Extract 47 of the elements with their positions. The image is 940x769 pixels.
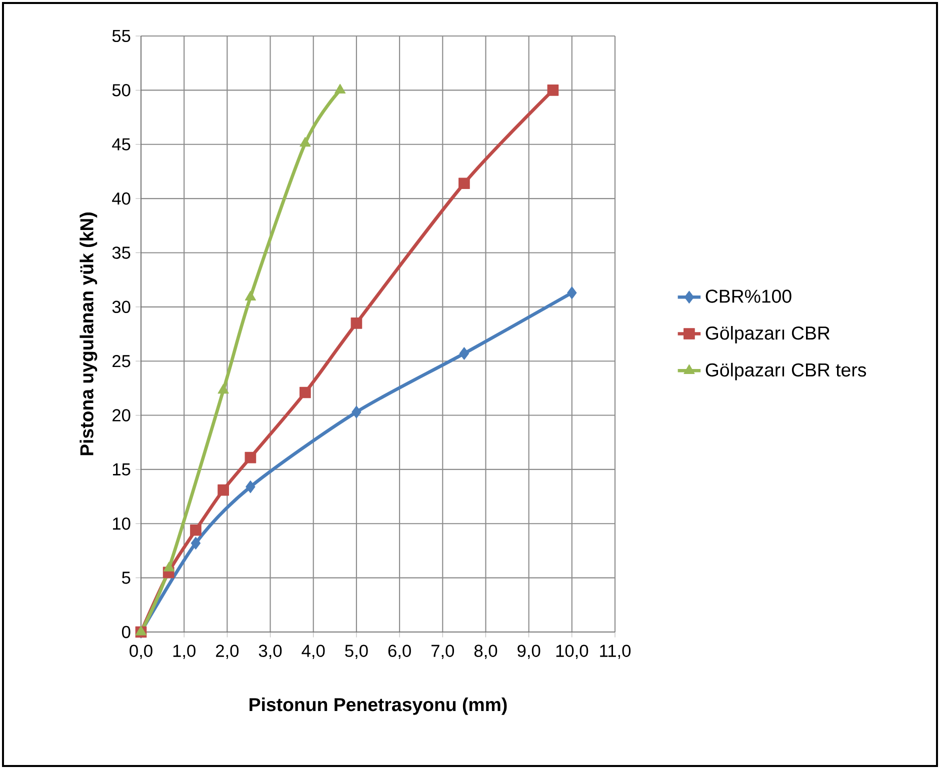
x-tick-label: 1,0 xyxy=(173,644,196,660)
x-tick-label: 5,0 xyxy=(345,644,368,660)
legend-label: Gölpazarı CBR xyxy=(706,326,830,344)
x-tick-label: 11,0 xyxy=(600,644,631,660)
legend-label: Gölpazarı CBR ters xyxy=(706,362,866,380)
x-tick-label: 7,0 xyxy=(431,644,454,660)
x-tick-label: 3,0 xyxy=(258,644,282,660)
y-tick-label: 0 xyxy=(122,626,130,638)
point xyxy=(244,452,256,464)
x-axis-title: Pistonun Penetrasyonu (mm) xyxy=(250,698,507,715)
point xyxy=(567,286,577,300)
legend-label: CBR%100 xyxy=(706,290,792,303)
point xyxy=(547,84,559,96)
y-tick-label: 30 xyxy=(112,300,130,314)
point xyxy=(300,386,311,398)
point xyxy=(350,318,362,329)
y-tick-label: 45 xyxy=(112,138,130,150)
x-tick-label: 9,0 xyxy=(518,644,540,660)
x-tick-label: 2,0 xyxy=(216,644,239,660)
y-tick-label: 10 xyxy=(112,517,130,530)
y-tick-label: 25 xyxy=(112,354,130,368)
point xyxy=(246,480,256,494)
x-tick-label: 6,0 xyxy=(388,644,411,660)
point xyxy=(135,626,147,636)
y-tick-label: 50 xyxy=(112,84,130,96)
point xyxy=(218,384,229,394)
y-tick-label: 20 xyxy=(112,409,130,422)
y-tick-label: 5 xyxy=(122,572,130,584)
y-axis-title: Pistona uygulanan yük (kN) xyxy=(80,212,98,456)
point xyxy=(244,290,256,300)
y-tick-label: 55 xyxy=(112,30,130,42)
point xyxy=(458,178,470,190)
x-tick-label: 8,0 xyxy=(474,644,498,660)
x-tick-label: 4,0 xyxy=(302,644,325,660)
x-tick-label: 0,0 xyxy=(130,644,152,660)
point xyxy=(459,347,470,360)
point xyxy=(352,406,362,418)
point xyxy=(190,524,202,536)
x-tick-label: 10,0 xyxy=(556,644,588,660)
point xyxy=(334,84,346,94)
y-tick-label: 15 xyxy=(112,463,130,476)
point xyxy=(218,484,229,496)
y-tick-label: 40 xyxy=(112,192,130,205)
point xyxy=(163,562,175,572)
point xyxy=(300,136,311,147)
y-tick-label: 35 xyxy=(112,246,130,259)
point xyxy=(190,536,201,550)
